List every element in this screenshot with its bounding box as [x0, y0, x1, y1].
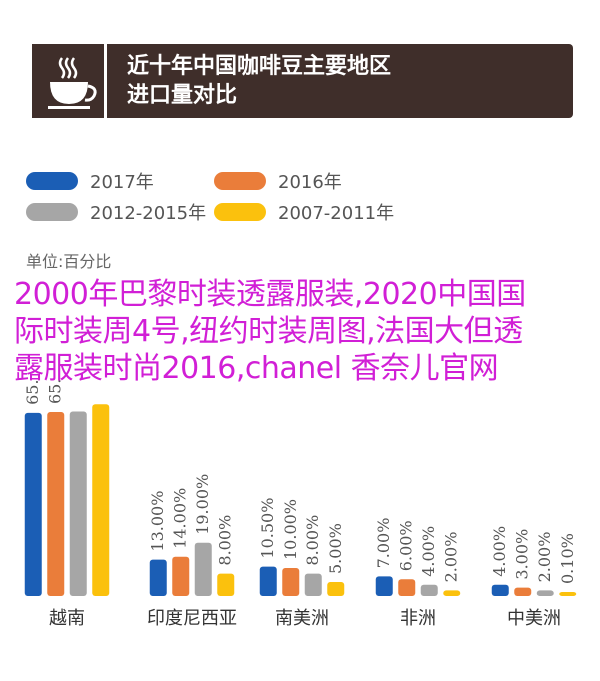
legend-label-2016: 2016年	[278, 172, 342, 193]
value-label-1-1: 14.00%	[171, 488, 190, 549]
bar-4-0	[491, 584, 509, 596]
legend-label-2007-2011: 2007-2011年	[278, 203, 395, 224]
value-label-0-0: 65.	[23, 379, 42, 404]
legend-label-2012-2015: 2012-2015年	[90, 203, 207, 224]
category-label-2: 南美洲	[275, 608, 329, 629]
value-label-4-3: 0.10%	[558, 533, 577, 584]
legend: 2017年 2016年 2012-2015年 2007-2011年	[26, 170, 546, 230]
bar-3-0	[375, 576, 393, 596]
category-label-0: 越南	[49, 608, 85, 629]
value-label-2-3: 5.00%	[326, 523, 345, 574]
value-label-3-1: 6.00%	[397, 520, 416, 571]
bar-1-2	[194, 542, 212, 596]
value-label-2-0: 10.50%	[258, 498, 277, 559]
bar-4-3	[559, 592, 577, 596]
bar-2-1	[282, 568, 300, 596]
bar-2-2	[304, 573, 322, 596]
header-banner: 近十年中国咖啡豆主要地区 进口量对比	[32, 44, 573, 118]
value-label-1-3: 8.00%	[216, 515, 235, 566]
category-label-4: 中美洲	[507, 608, 561, 629]
chart-title-line-2: 进口量对比	[127, 83, 238, 108]
legend-label-2017: 2017年	[90, 172, 154, 193]
category-label-1: 印度尼西亚	[147, 608, 237, 629]
bar-1-0	[149, 559, 167, 596]
category-label-3: 非洲	[400, 608, 436, 629]
value-label-4-1: 3.00%	[513, 529, 532, 580]
value-label-3-0: 7.00%	[374, 518, 393, 569]
legend-item-2017: 2017年	[26, 170, 154, 193]
chart-title-line-1: 近十年中国咖啡豆主要地区	[127, 54, 392, 79]
unit-label: 单位:百分比	[26, 252, 112, 271]
legend-swatch-2017	[26, 172, 78, 190]
overlay-caption: 2000年巴黎时装透露服装,2020中国国际时装周4号,纽约时装周图,法国大但透…	[14, 277, 526, 386]
value-label-2-2: 8.00%	[303, 515, 322, 566]
bar-0-1	[47, 412, 65, 596]
header-icon-box	[32, 44, 107, 118]
bar-4-1	[514, 587, 532, 596]
bar-0-0	[24, 412, 42, 596]
legend-swatch-2016	[214, 172, 266, 190]
legend-item-2012-2015: 2012-2015年	[26, 201, 207, 224]
bar-1-3	[217, 573, 235, 596]
chart-title: 近十年中国咖啡豆主要地区 进口量对比	[127, 52, 391, 110]
value-label-2-1: 10.00%	[281, 499, 300, 560]
legend-swatch-2007-2011	[214, 203, 266, 221]
coffee-cup-icon	[48, 57, 97, 109]
bar-3-1	[398, 579, 416, 596]
bar-4-2	[536, 590, 554, 596]
bar-2-0	[259, 566, 277, 596]
value-label-0-1: 65.	[46, 379, 65, 404]
value-label-4-2: 2.00%	[535, 532, 554, 583]
legend-item-2007-2011: 2007-2011年	[214, 201, 395, 224]
bar-3-3	[443, 590, 461, 596]
bar-2-3	[327, 582, 345, 596]
value-label-3-3: 2.00%	[442, 532, 461, 583]
bar-0-2	[69, 411, 87, 596]
legend-item-2016: 2016年	[214, 170, 342, 193]
value-label-1-2: 19.00%	[193, 474, 212, 535]
value-label-3-2: 4.00%	[419, 526, 438, 577]
bar-0-3	[92, 404, 110, 596]
bar-3-2	[420, 584, 438, 596]
legend-swatch-2012-2015	[26, 203, 78, 221]
value-label-4-0: 4.00%	[490, 526, 509, 577]
value-label-1-0: 13.00%	[148, 491, 167, 552]
bar-1-1	[172, 556, 190, 596]
